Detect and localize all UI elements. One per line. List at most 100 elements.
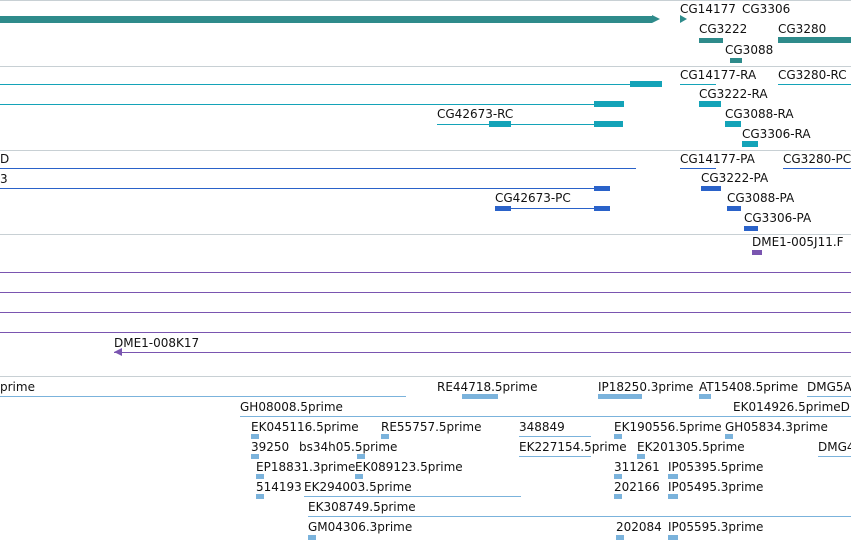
transcript-label[interactable]: CG14177-RA: [680, 68, 757, 82]
est-label[interactable]: IP05395.5prime: [668, 460, 764, 474]
transcript-intron[interactable]: [0, 104, 594, 105]
transcript-exon[interactable]: [699, 101, 721, 107]
clone-feature[interactable]: [0, 332, 851, 333]
est-feature[interactable]: [699, 394, 711, 399]
protein-label[interactable]: CG3222-PA: [701, 171, 769, 185]
est-label[interactable]: GH05834.3prime: [725, 420, 828, 434]
gene-feature[interactable]: [0, 16, 652, 23]
est-label[interactable]: IP18250.3prime: [598, 380, 694, 394]
transcript-label[interactable]: CG3280-RC: [778, 68, 847, 82]
clone-feature[interactable]: [114, 352, 851, 353]
est-label[interactable]: 39250: [251, 440, 290, 454]
protein-intron[interactable]: [680, 168, 716, 169]
est-feature[interactable]: [807, 396, 851, 397]
est-label[interactable]: 514193: [256, 480, 302, 494]
protein-exon[interactable]: [594, 206, 610, 211]
gene-label[interactable]: CG3088: [725, 43, 774, 57]
transcript-label[interactable]: CG42673-RC: [437, 107, 514, 121]
clone-label[interactable]: DME1-008K17: [114, 336, 200, 350]
est-label[interactable]: GH08008.5prime: [240, 400, 343, 414]
est-label[interactable]: DMG4: [818, 440, 851, 454]
est-label[interactable]: EK190556.5prime: [614, 420, 722, 434]
transcript-intron[interactable]: [437, 124, 623, 125]
est-feature[interactable]: [304, 496, 521, 497]
est-feature[interactable]: [251, 454, 259, 459]
est-label[interactable]: RE44718.5prime: [437, 380, 538, 394]
est-feature[interactable]: [668, 494, 678, 499]
est-feature[interactable]: [462, 394, 498, 399]
est-feature[interactable]: [725, 434, 733, 439]
transcript-exon[interactable]: [594, 121, 623, 127]
protein-label[interactable]: CG3306-PA: [744, 211, 812, 225]
est-feature[interactable]: [308, 535, 316, 540]
protein-label[interactable]: 3: [0, 172, 8, 186]
est-label[interactable]: 202166: [614, 480, 660, 494]
protein-label[interactable]: CG3088-PA: [727, 191, 795, 205]
gene-feature[interactable]: [730, 58, 742, 63]
est-label[interactable]: 348849: [519, 420, 565, 434]
est-label[interactable]: 202084: [616, 520, 662, 534]
est-feature[interactable]: [614, 434, 622, 439]
est-label[interactable]: 311261: [614, 460, 660, 474]
est-label[interactable]: DMG5A: [807, 380, 851, 394]
est-feature[interactable]: [616, 535, 624, 540]
protein-label[interactable]: D: [0, 152, 10, 166]
est-feature[interactable]: [256, 474, 264, 479]
gene-label[interactable]: CG3306: [742, 2, 791, 16]
transcript-label[interactable]: CG3222-RA: [699, 87, 768, 101]
transcript-label[interactable]: CG3088-RA: [725, 107, 794, 121]
protein-exon[interactable]: [701, 186, 721, 191]
est-feature[interactable]: [251, 434, 259, 439]
clone-label[interactable]: DME1-005J11.F: [752, 235, 844, 249]
est-feature[interactable]: [614, 494, 622, 499]
est-label[interactable]: EP18831.3prime: [256, 460, 356, 474]
transcript-label[interactable]: CG3306-RA: [742, 127, 811, 141]
protein-exon[interactable]: [744, 226, 758, 231]
est-feature[interactable]: [818, 456, 851, 457]
transcript-intron[interactable]: [778, 84, 851, 85]
est-label[interactable]: GM04306.3prime: [308, 520, 413, 534]
clone-feature[interactable]: [0, 272, 851, 273]
est-feature[interactable]: [381, 434, 389, 439]
est-label[interactable]: EK308749.5prime: [308, 500, 416, 514]
est-feature[interactable]: [668, 474, 678, 479]
est-label[interactable]: EK089123.5prime: [355, 460, 463, 474]
gene-label[interactable]: CG14177: [680, 2, 736, 16]
transcript-exon[interactable]: [489, 121, 511, 127]
est-label[interactable]: prime: [0, 380, 35, 394]
est-label[interactable]: IP05595.3prime: [668, 520, 764, 534]
gene-label[interactable]: CG3280: [778, 22, 827, 36]
protein-label[interactable]: CG14177-PA: [680, 152, 755, 166]
protein-exon[interactable]: [727, 206, 741, 211]
protein-label[interactable]: CG3280-PC: [783, 152, 851, 166]
est-label[interactable]: EK227154.5prime: [519, 440, 627, 454]
est-label[interactable]: bs34h05.5prime: [299, 440, 398, 454]
est-label[interactable]: EK014926.5primeD: [733, 400, 850, 414]
protein-label[interactable]: CG42673-PC: [495, 191, 571, 205]
transcript-exon[interactable]: [630, 81, 662, 87]
est-feature[interactable]: [598, 394, 642, 399]
est-feature[interactable]: [357, 454, 365, 459]
transcript-intron[interactable]: [680, 84, 716, 85]
est-feature[interactable]: [308, 516, 851, 517]
est-feature[interactable]: [240, 416, 851, 417]
est-feature[interactable]: [614, 474, 622, 479]
est-feature[interactable]: [0, 396, 406, 397]
gene-label[interactable]: CG3222: [699, 22, 748, 36]
est-label[interactable]: EK201305.5prime: [637, 440, 745, 454]
est-label[interactable]: RE55757.5prime: [381, 420, 482, 434]
est-label[interactable]: IP05495.3prime: [668, 480, 764, 494]
est-feature[interactable]: [519, 436, 591, 437]
est-feature[interactable]: [668, 535, 678, 540]
transcript-exon[interactable]: [594, 101, 624, 107]
protein-intron[interactable]: [0, 188, 610, 189]
clone-feature[interactable]: [0, 312, 851, 313]
protein-intron[interactable]: [495, 208, 610, 209]
est-label[interactable]: AT15408.5prime: [699, 380, 799, 394]
est-feature[interactable]: [256, 494, 264, 499]
protein-exon[interactable]: [594, 186, 610, 191]
gene-feature[interactable]: [778, 37, 851, 43]
transcript-exon[interactable]: [725, 121, 741, 127]
transcript-intron[interactable]: [0, 84, 630, 85]
est-feature[interactable]: [637, 454, 645, 459]
